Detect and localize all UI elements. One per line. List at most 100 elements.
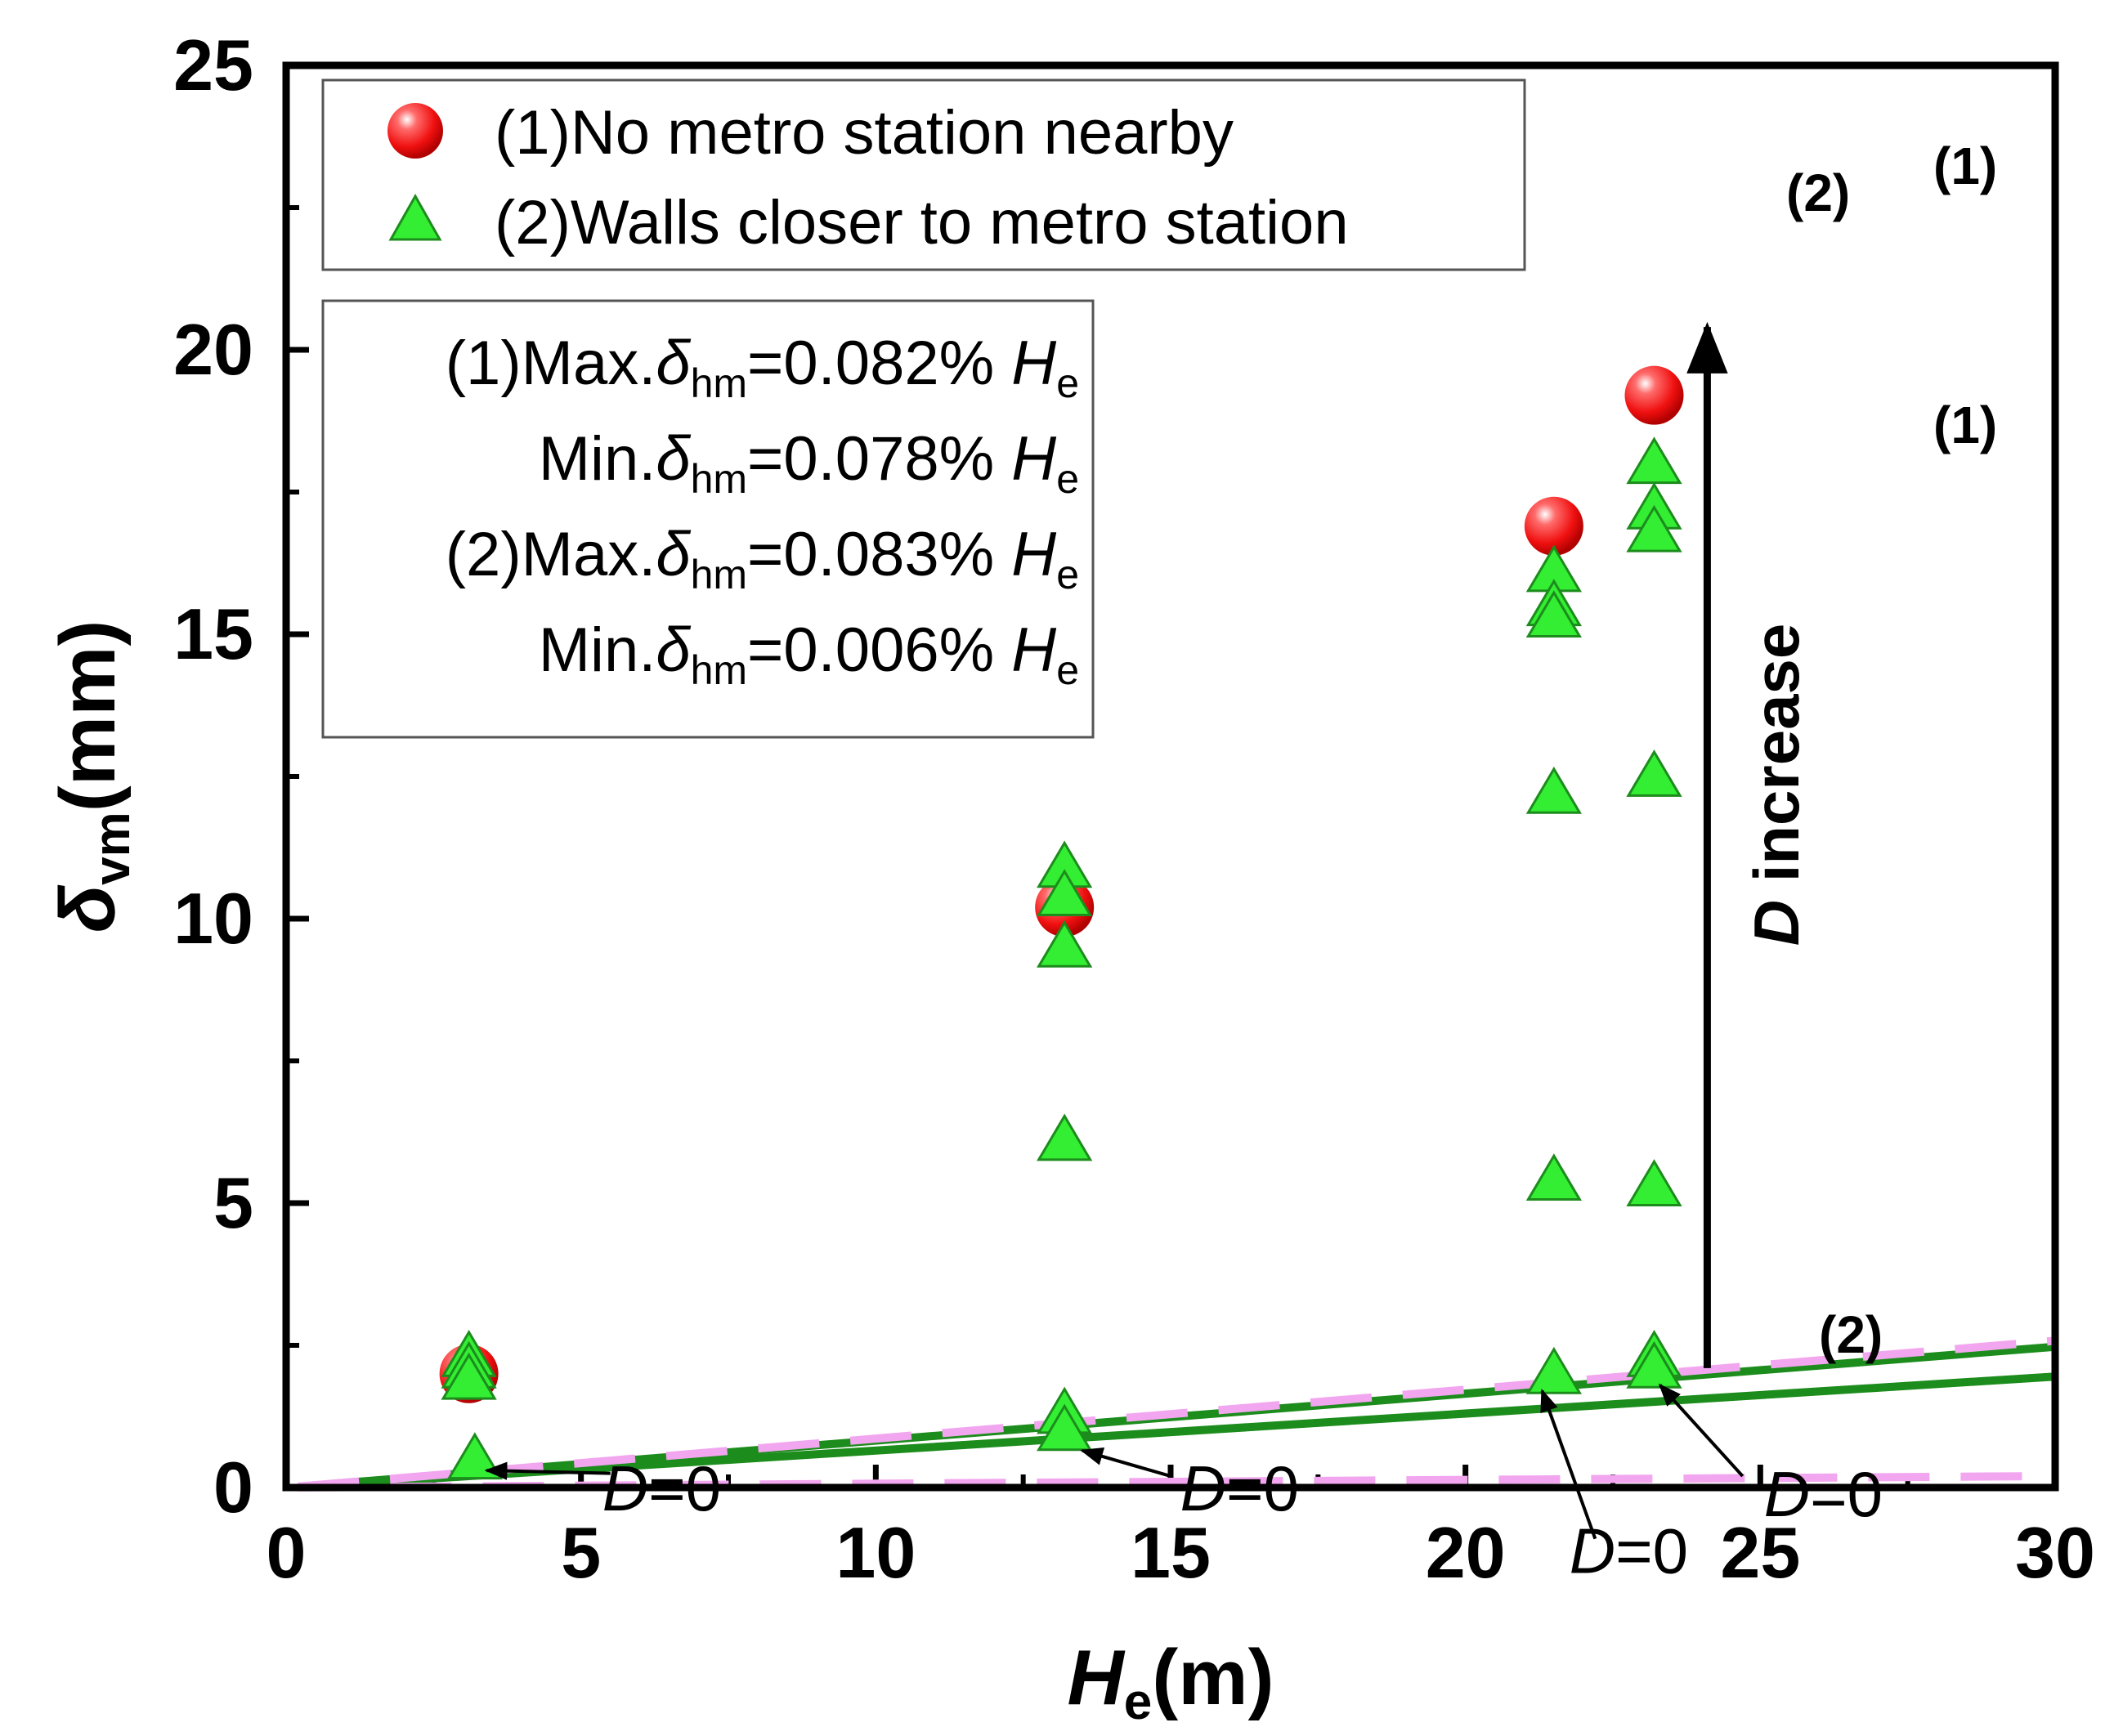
legend-entry-1: (1)No metro station nearby	[495, 98, 1234, 168]
point-metro-20	[1626, 749, 1682, 797]
point-metro-14	[1525, 766, 1582, 814]
stats-row-4: Min.δhm=0.006% He	[539, 615, 1079, 693]
d0-arrow-1	[484, 1461, 611, 1480]
y-tick-label: 5	[213, 1162, 253, 1243]
d0-label-4-text: =0	[1810, 1458, 1883, 1530]
d0-label-3-italic: D	[1570, 1515, 1615, 1587]
point-metro-15	[1525, 1153, 1582, 1201]
stats-row-3-value: =0.083%	[747, 520, 1011, 589]
stats-row-4-prefix: Min.	[539, 615, 656, 685]
stats-row-4-value: =0.006%	[747, 615, 1011, 685]
annotations	[484, 321, 1745, 1540]
stats-row-3-prefix: (2)Max.	[446, 520, 656, 589]
stats-box: (1)Max.δhm=0.082% He Min.δhm=0.078% He (…	[321, 299, 1095, 739]
point-metro-13	[1525, 590, 1582, 638]
point-metro-3	[441, 1352, 497, 1400]
x-axis-title: He(m)	[1067, 1634, 1274, 1730]
x-tick-label: 5	[561, 1512, 601, 1593]
y-axis-title-unit: (mm)	[44, 620, 132, 812]
legend-red-circle-marker	[387, 103, 443, 159]
label-line-1-lower: (1)	[1933, 396, 1997, 454]
y-axis-title-main: δ	[44, 884, 132, 933]
label-line-2-lower: (2)	[1819, 1305, 1883, 1364]
stats-row-2-hsub: e	[1056, 456, 1079, 502]
stats-row-1-hsub: e	[1056, 360, 1079, 406]
x-tick-label: 10	[835, 1512, 916, 1593]
trend-lines	[298, 1336, 2056, 1492]
stats-row-2: Min.δhm=0.078% He	[539, 424, 1079, 502]
d0-label-2-text: =0	[1226, 1452, 1299, 1524]
stats-row-2-delta: δ	[656, 424, 691, 494]
point-metro-17	[1626, 436, 1682, 485]
d0-label-1-italic: D	[602, 1452, 648, 1524]
y-tick-label: 0	[213, 1447, 253, 1528]
d0-arrow-3	[1540, 1389, 1597, 1540]
d-increase-italic: D	[1740, 900, 1812, 946]
plot-frame	[282, 61, 2059, 1492]
point-metro-10	[1037, 1403, 1093, 1452]
stats-row-3-sub: hm	[691, 552, 747, 597]
x-axis-title-sub: e	[1124, 1674, 1152, 1730]
x-tick-label: 30	[2015, 1512, 2095, 1593]
stats-row-3-delta: δ	[656, 520, 691, 589]
x-tick-label: 15	[1131, 1512, 1211, 1593]
y-axis-title: δvm(mm)	[44, 620, 141, 933]
stats-row-1-delta: δ	[656, 329, 691, 398]
stats-row-1-prefix: (1)Max.	[446, 329, 656, 398]
legend-green-triangle-marker	[388, 193, 442, 241]
point-metro-19	[1626, 504, 1682, 553]
x-tick-label: 0	[266, 1512, 307, 1593]
stats-row-1-h: H	[1011, 329, 1056, 398]
d0-label-1-text: =0	[648, 1452, 721, 1524]
y-tick-label: 10	[173, 878, 253, 959]
legend-box	[321, 78, 1526, 271]
stats-row-3-hsub: e	[1056, 552, 1079, 597]
d0-label-2: D=0	[1180, 1452, 1299, 1524]
d0-label-3: D=0	[1570, 1515, 1688, 1587]
d0-arrow-4	[1658, 1383, 1745, 1478]
stats-row-1-sub: hm	[691, 360, 747, 406]
point-no-metro-3	[1524, 496, 1583, 556]
point-metro-21	[1626, 1159, 1682, 1207]
stats-row-2-value: =0.078%	[747, 424, 1011, 494]
trend-line-2	[333, 1372, 2056, 1489]
stats-row-2-sub: hm	[691, 456, 747, 502]
y-tick-label: 25	[173, 25, 253, 105]
label-line-2-upper: (2)	[1786, 163, 1850, 222]
stats-row-3: (2)Max.δhm=0.083% He	[446, 520, 1079, 597]
y-axis-title-sub: vm	[84, 812, 141, 885]
d0-label-2-italic: D	[1180, 1452, 1226, 1524]
d0-arrow-2	[1080, 1447, 1171, 1479]
y-tick-label: 20	[173, 309, 253, 390]
x-axis-title-unit: (m)	[1152, 1634, 1274, 1721]
stats-row-4-sub: hm	[691, 647, 747, 693]
d0-label-3-text: =0	[1615, 1515, 1688, 1587]
stats-row-3-h: H	[1011, 520, 1056, 589]
y-tick-label: 15	[173, 593, 253, 674]
stats-row-4-hsub: e	[1056, 647, 1079, 693]
x-tick-label: 25	[1720, 1512, 1800, 1593]
x-tick-label: 20	[1426, 1512, 1506, 1593]
stats-row-2-prefix: Min.	[539, 424, 656, 494]
d-increase-text: increase	[1740, 624, 1812, 900]
point-metro-7	[1037, 919, 1093, 968]
data-markers	[439, 365, 1684, 1480]
stats-row-4-delta: δ	[656, 615, 691, 685]
d-increase-label: D increase	[1740, 624, 1812, 946]
point-no-metro-4	[1624, 365, 1684, 425]
stats-box-frame	[321, 299, 1095, 739]
legend-entry-2: (2)Walls closer to metro station	[495, 188, 1349, 257]
x-axis-title-main: H	[1067, 1634, 1125, 1721]
point-metro-23	[1626, 1340, 1682, 1389]
stats-row-1-value: =0.082%	[747, 329, 1011, 398]
legend: (1)No metro station nearby (2)Walls clos…	[321, 78, 1526, 271]
point-metro-6	[1037, 869, 1093, 917]
d0-label-4: D=0	[1764, 1458, 1883, 1530]
trend-line-3	[298, 1336, 2056, 1491]
label-line-1-upper: (1)	[1933, 136, 1997, 195]
axis-ticks: 0 5 10 15 20 25 30 0 5 10 15 20 25	[173, 25, 2095, 1593]
stats-row-2-h: H	[1011, 424, 1056, 494]
stats-row-1: (1)Max.δhm=0.082% He	[446, 329, 1079, 406]
point-metro-16	[1525, 1346, 1582, 1394]
